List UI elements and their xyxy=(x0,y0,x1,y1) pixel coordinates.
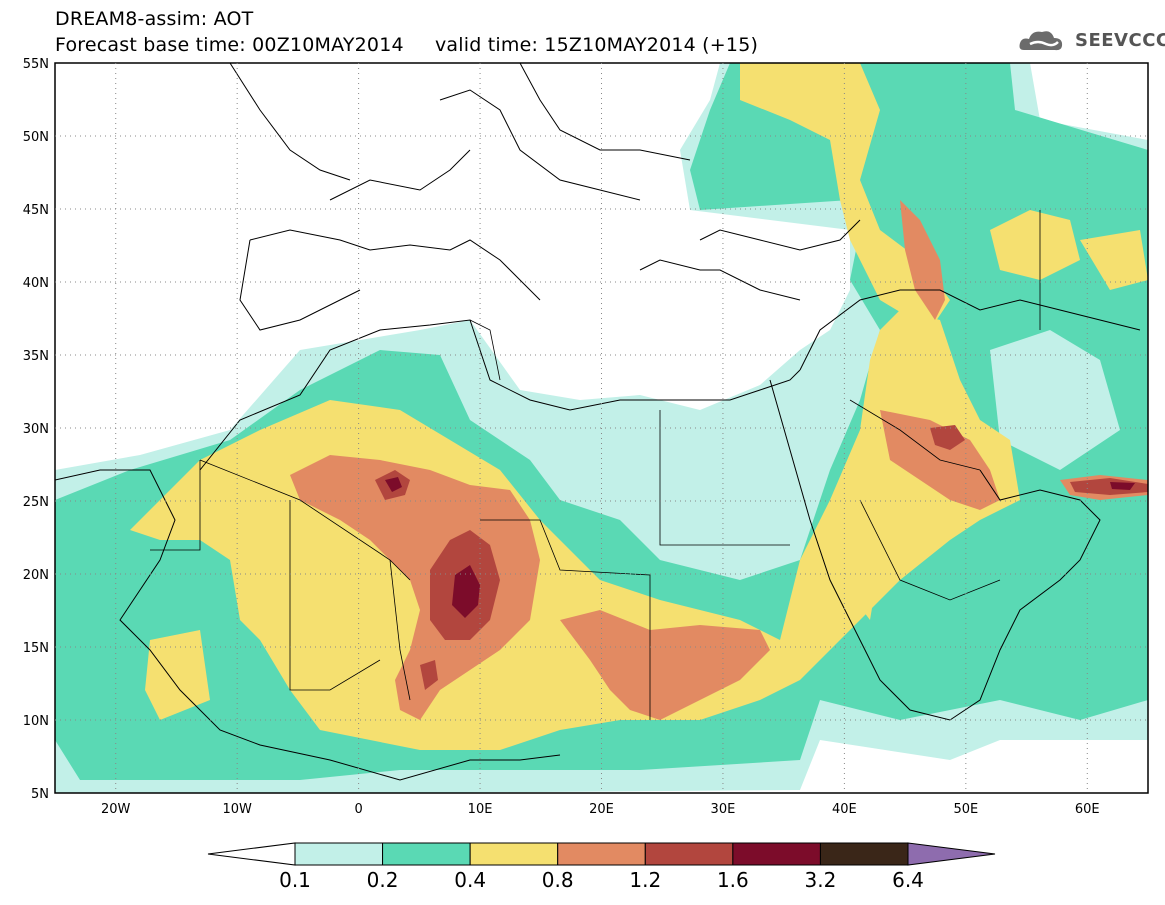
valid-time: valid time: 15Z10MAY2014 (+15) xyxy=(434,34,759,56)
lat-label: 45N xyxy=(23,203,49,218)
colorbar-box xyxy=(294,842,384,866)
aot-contour-0-4 xyxy=(130,63,1148,750)
lon-label: 40E xyxy=(832,802,857,817)
colorbar-box xyxy=(819,842,909,866)
colorbar-min-triangle xyxy=(207,842,296,866)
cloud-icon xyxy=(1019,31,1063,51)
lat-label: 40N xyxy=(23,276,49,291)
map-title: DREAM8-assim: AOT xyxy=(55,8,254,30)
coastlines xyxy=(55,63,1141,781)
lat-label: 30N xyxy=(23,422,49,437)
colorbar-box xyxy=(469,842,559,866)
colorbar: 0.1 0.2 0.4 0.8 1.2 1.6 3.2 6.4 xyxy=(207,842,996,892)
colorbar-box xyxy=(382,842,471,866)
lon-label: 20E xyxy=(589,802,614,817)
colorbar-label: 1.6 xyxy=(717,868,749,892)
lat-label: 50N xyxy=(23,130,49,145)
lon-label: 50E xyxy=(953,802,978,817)
lat-label: 5N xyxy=(31,787,49,802)
colorbar-max-triangle xyxy=(907,842,996,866)
time-info: Forecast base time: 00Z10MAY2014 valid t… xyxy=(55,34,758,56)
lon-label: 10W xyxy=(222,802,252,817)
colorbar-box xyxy=(732,842,821,866)
lat-label: 25N xyxy=(23,495,49,510)
lat-label: 35N xyxy=(23,349,49,364)
colorbar-box xyxy=(557,842,646,866)
colorbar-label: 0.8 xyxy=(542,868,574,892)
lon-label: 10E xyxy=(468,802,493,817)
lat-label: 20N xyxy=(23,568,49,583)
lat-label: 15N xyxy=(23,641,49,656)
colorbar-label: 0.4 xyxy=(454,868,486,892)
axis-labels: 5N 10N 15N 20N 25N 30N 35N 40N 45N 50N 55N 20W 10W 0 1… xyxy=(23,57,1100,817)
lon-label: 20W xyxy=(101,802,131,817)
colorbar-label: 0.1 xyxy=(279,868,311,892)
colorbar-label: 1.2 xyxy=(629,868,661,892)
lat-label: 10N xyxy=(23,714,49,729)
base-time: Forecast base time: 00Z10MAY2014 xyxy=(55,34,404,56)
aot-field xyxy=(55,63,1148,793)
colorbar-label: 3.2 xyxy=(805,868,837,892)
colorbar-label: 0.2 xyxy=(367,868,399,892)
logo-text: SEEVCCC xyxy=(1075,30,1165,51)
gridlines xyxy=(55,63,1148,793)
aot-contour-0-8 xyxy=(290,200,1148,720)
lon-label: 30E xyxy=(711,802,736,817)
lon-label: 0 xyxy=(354,802,362,817)
country-borders xyxy=(150,210,1041,720)
lat-label: 55N xyxy=(23,57,49,72)
aot-contour-1-6 xyxy=(385,477,1135,618)
lon-label: 60E xyxy=(1075,802,1100,817)
colorbar-box xyxy=(644,842,734,866)
colorbar-label: 6.4 xyxy=(892,868,924,892)
